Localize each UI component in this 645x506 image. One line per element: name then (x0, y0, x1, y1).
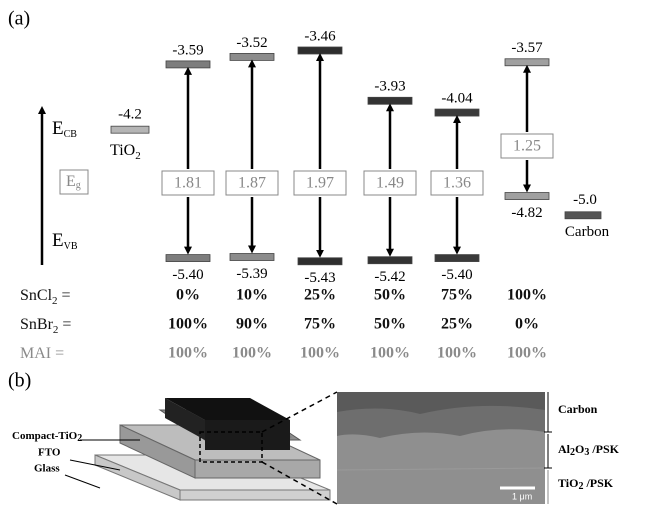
vb-label: -5.40 (172, 267, 203, 283)
energy-bar (298, 47, 342, 54)
row-label: SnBr2 = (20, 316, 71, 336)
cb-label: -3.52 (236, 35, 267, 51)
carbon-level: -5.0 (573, 192, 597, 208)
row-value: 100% (370, 345, 410, 362)
row-value: 0% (515, 316, 539, 333)
sem-markers (544, 392, 552, 504)
tio2-level: -4.2 (118, 107, 142, 123)
row-value: 100% (168, 345, 208, 362)
row-value: 75% (441, 287, 473, 304)
gap-label: 1.97 (306, 175, 334, 192)
carbon-label: Carbon (565, 224, 610, 240)
row-value: 25% (304, 287, 336, 304)
row-value: 50% (374, 287, 406, 304)
row-value: 0% (176, 287, 200, 304)
gap-label: 1.25 (513, 138, 541, 155)
vb-label: -5.42 (374, 269, 405, 285)
panel-label: (b) (8, 370, 31, 392)
row-value: 100% (300, 345, 340, 362)
row-value: 75% (304, 316, 336, 333)
device-label: FTO (38, 447, 61, 459)
device-label: Glass (34, 463, 60, 475)
energy-bar (505, 59, 549, 66)
device-drawing (65, 392, 337, 504)
row-value: 10% (236, 287, 268, 304)
row-label-part: SnBr (20, 316, 54, 333)
cb-label: -3.59 (172, 42, 203, 58)
row-label: MAI = (20, 345, 64, 362)
energy-bar (368, 97, 412, 104)
tio2-label: TiO2 (110, 142, 141, 162)
energy-bar (298, 258, 342, 265)
cb-label: -3.46 (304, 28, 336, 44)
row-value: 100% (507, 287, 547, 304)
sem-image (337, 392, 545, 504)
row-value: 100% (437, 345, 477, 362)
tio2-name: TiO (110, 142, 135, 159)
sem-label: Al2O3 /PSK (558, 442, 620, 459)
ecb-label: ECB (52, 118, 77, 140)
sem-label: Carbon (558, 402, 598, 416)
energy-bar (166, 255, 210, 262)
sem-label: TiO2 /PSK (558, 476, 614, 493)
row-value: 100% (168, 316, 208, 333)
energy-bar (435, 109, 479, 116)
evb-label: EVB (52, 230, 78, 252)
eg-label: Eg (66, 173, 81, 192)
energy-bar (230, 53, 274, 60)
gap-label: 1.81 (174, 175, 202, 192)
row-label: SnCl2 = (20, 287, 71, 307)
cb-label: -3.57 (511, 40, 543, 56)
energy-bar (565, 212, 601, 219)
cb-label: -4.04 (441, 90, 473, 106)
energy-bar (435, 255, 479, 262)
energy-levels: -3.59 -5.40 1.81 -3.52 -5.39 1.87 -3.46 -5.43 1.… (110, 28, 610, 286)
row-value: 50% (374, 316, 406, 333)
row-label-part: = (58, 287, 71, 304)
row-value: 100% (232, 345, 272, 362)
vb-label: -4.82 (511, 205, 542, 221)
row-value: 25% (441, 316, 473, 333)
row-value: 90% (236, 316, 268, 333)
row-label-part: = (58, 316, 71, 333)
energy-bar (166, 61, 210, 68)
cb-label: -3.93 (374, 79, 405, 95)
energy-bar (111, 126, 149, 133)
scale-bar-label: 1 μm (512, 491, 532, 501)
energy-bar (505, 193, 549, 200)
energy-bar (230, 254, 274, 261)
gap-label: 1.49 (376, 175, 404, 192)
vb-label: -5.43 (304, 270, 335, 286)
row-value: 100% (507, 345, 547, 362)
device-label: Compact-TiO2 (12, 430, 82, 445)
row-label-part: SnCl (20, 287, 53, 304)
tio2-sub: 2 (135, 150, 141, 162)
gap-label: 1.36 (443, 175, 471, 192)
vb-label: -5.39 (236, 266, 267, 282)
figure: (a) ECB EVB Eg -3.59 -5.40 1.81 -3.52 -5.39 1… (0, 0, 645, 506)
vb-label: -5.40 (441, 267, 472, 283)
row-label-part: MAI = (20, 345, 64, 362)
panel-label: (a) (8, 8, 30, 30)
gap-label: 1.87 (238, 175, 266, 192)
composition-table: SnCl2 = 0% 10% 25% 50% 75% 100% SnBr2 = 100% 90% 7… (20, 287, 547, 362)
energy-bar (368, 257, 412, 264)
